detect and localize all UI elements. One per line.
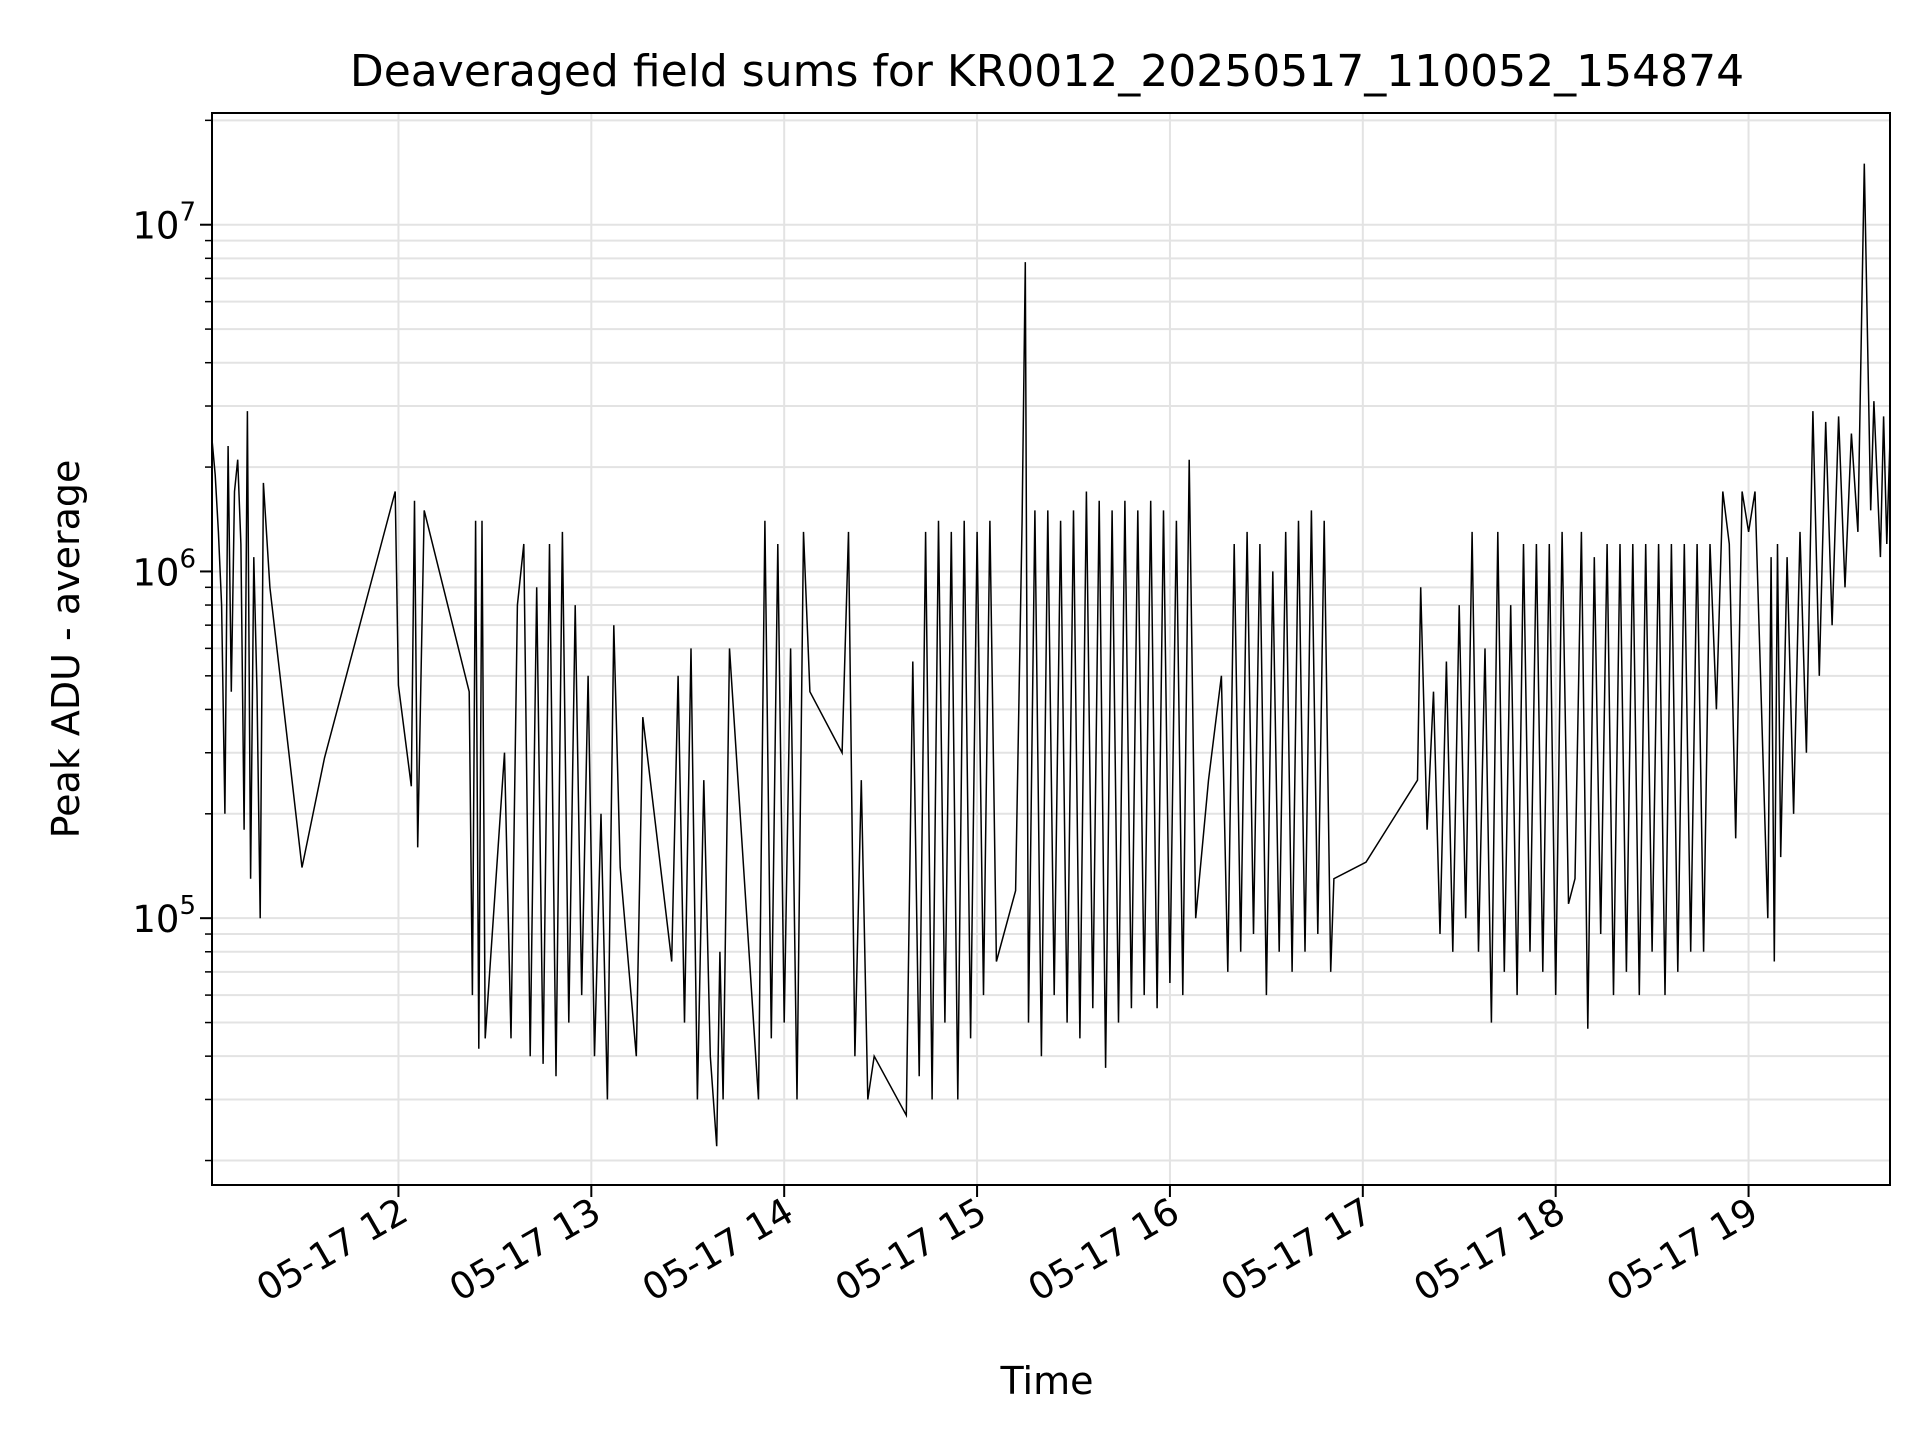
- y-axis: 105 106 107: [132, 119, 212, 1162]
- chart-title: Deaveraged field sums for KR0012_2025051…: [350, 46, 1744, 97]
- y-tick-label: 106: [132, 544, 196, 594]
- y-axis-label: Peak ADU - average: [44, 460, 88, 839]
- y-tick-label: 107: [132, 198, 196, 248]
- plot-area: [211, 163, 1891, 1147]
- data-series-line: [211, 163, 1891, 1147]
- x-axis-label: Time: [1000, 1359, 1094, 1403]
- y-tick-label: 105: [132, 891, 196, 941]
